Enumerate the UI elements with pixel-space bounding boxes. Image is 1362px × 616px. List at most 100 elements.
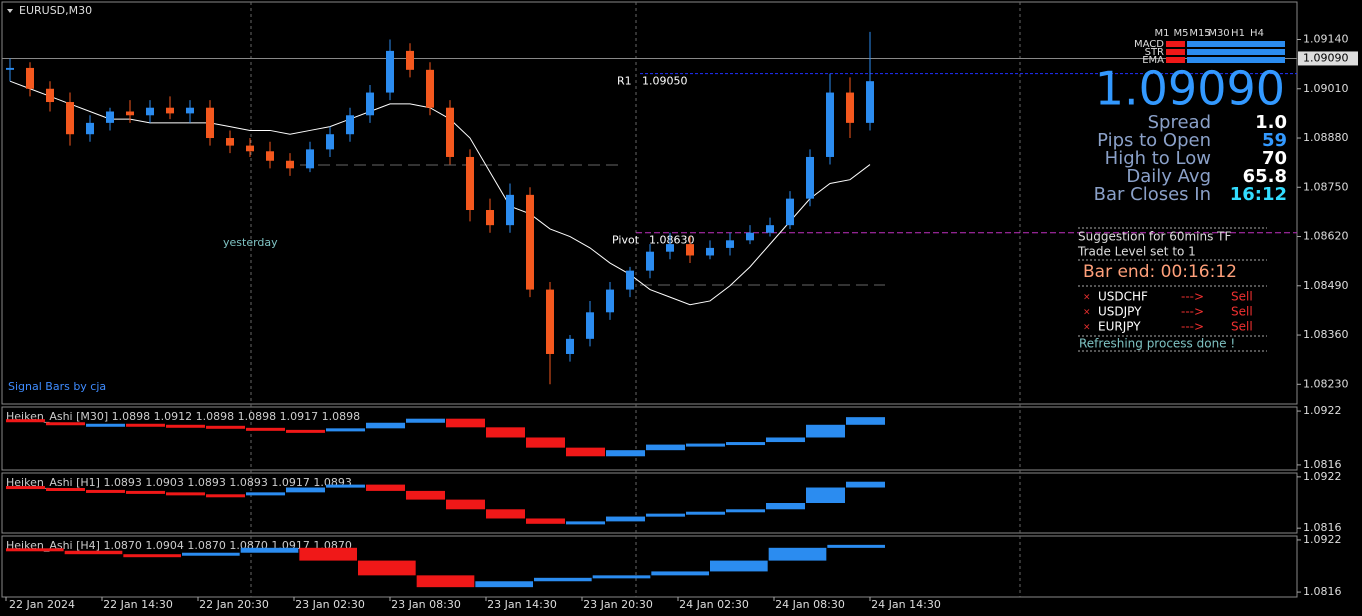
- x-tick-label: 23 Jan 08:30: [391, 598, 461, 611]
- candle-body: [766, 225, 774, 233]
- candle-body: [6, 67, 14, 70]
- candle-body: [566, 338, 574, 354]
- ha-block: [846, 481, 885, 488]
- candle-body: [626, 270, 634, 290]
- candle-body: [206, 107, 214, 139]
- candle-body: [666, 244, 674, 252]
- ha-block: [326, 484, 365, 488]
- ha-block: [206, 494, 245, 498]
- suggestion: Suggestion for 60mins TF: [1078, 230, 1232, 244]
- ha-block: [86, 489, 125, 493]
- candle-body: [806, 156, 814, 199]
- ha-block: [592, 575, 651, 579]
- stat-label: Daily Avg: [1126, 166, 1211, 187]
- candle-body: [706, 247, 714, 256]
- ha-block: [366, 422, 405, 429]
- stat-value: 65.8: [1243, 166, 1287, 187]
- stat-value: 1.0: [1255, 112, 1287, 133]
- ha-block: [446, 499, 485, 510]
- ha-block: [846, 417, 885, 425]
- ha-block: [806, 487, 845, 503]
- big-price: 1.09090: [1095, 62, 1285, 116]
- ha-block: [446, 418, 485, 428]
- y-tick-label: 1.0816: [1303, 458, 1342, 471]
- ha-block: [566, 447, 605, 457]
- timeframe: M15: [1189, 28, 1210, 39]
- x-tick-label: 23 Jan 02:30: [295, 598, 365, 611]
- ha-block: [526, 437, 565, 448]
- ha-block: [86, 423, 125, 427]
- panel-frame: [1, 472, 1298, 534]
- signal-blue: [1187, 49, 1285, 55]
- stat-label: Bar Closes In: [1094, 184, 1211, 205]
- ha-block: [526, 518, 565, 524]
- candle-body: [66, 102, 74, 135]
- annotation: Signal Bars by cja: [8, 380, 106, 393]
- candle-body: [106, 111, 114, 123]
- ha-block: [64, 550, 123, 555]
- candle-body: [46, 88, 54, 103]
- indicator-name: STR: [1145, 47, 1164, 58]
- candle-body: [426, 69, 434, 108]
- ha-block: [123, 554, 181, 558]
- ha-block: [6, 486, 45, 490]
- y-tick-label: 1.09140: [1303, 33, 1349, 46]
- price-tag-label: 1.09090: [1303, 51, 1349, 64]
- candle-body: [166, 107, 174, 114]
- menu-arrow[interactable]: [7, 9, 13, 13]
- ha-block: [206, 425, 245, 429]
- ha-block: [358, 560, 416, 576]
- signal-mark: ×: [1083, 323, 1091, 333]
- ha-block: [126, 423, 165, 427]
- r1-label: 1.09050: [642, 75, 688, 88]
- candle-body: [586, 312, 594, 339]
- candle-body: [126, 111, 134, 116]
- ha-block: [686, 443, 725, 447]
- ha-block: [326, 428, 365, 432]
- ha-block: [46, 488, 85, 491]
- ha-block: [606, 450, 645, 457]
- ha-block: [286, 429, 325, 433]
- candle-body: [306, 149, 314, 169]
- candle-body: [146, 107, 154, 116]
- candle-body: [246, 145, 254, 152]
- ha-block: [651, 571, 709, 576]
- moving-average: [9, 80, 871, 306]
- ha-block: [6, 419, 45, 423]
- y-tick-label: 1.08880: [1303, 131, 1349, 144]
- y-tick-label: 1.0816: [1303, 585, 1342, 598]
- ha-block: [299, 547, 357, 561]
- ha-block: [486, 427, 525, 438]
- candle-body: [446, 107, 454, 157]
- timeframe: H1: [1231, 28, 1245, 39]
- ha-block: [766, 437, 805, 443]
- ha-block: [646, 513, 685, 517]
- panel-title: Heiken_Ashi [H1] 1.0893 1.0903 1.0893 1.…: [6, 476, 352, 489]
- signal-red: [1166, 57, 1185, 63]
- ha-block: [766, 503, 805, 510]
- x-tick-label: 24 Jan 08:30: [775, 598, 845, 611]
- timeframe: M1: [1155, 28, 1170, 39]
- signal-action: Sell: [1231, 320, 1253, 334]
- symbol-title: EURUSD,M30: [19, 4, 92, 17]
- y-tick-label: 1.0922: [1303, 404, 1342, 417]
- pivot-label: 1.08630: [649, 234, 695, 247]
- candle-body: [266, 151, 274, 161]
- ha-block: [416, 575, 475, 588]
- stat-label: Pips to Open: [1097, 130, 1211, 151]
- ha-block: [606, 516, 645, 522]
- candle-body: [546, 289, 554, 354]
- candle-body: [186, 107, 194, 114]
- candle-body: [366, 92, 374, 116]
- signal-action: Sell: [1231, 290, 1253, 304]
- candle-body: [726, 240, 734, 248]
- x-tick-label: 22 Jan 2024: [9, 598, 75, 611]
- annotation: yesterday: [223, 236, 278, 249]
- y-tick-label: 1.08230: [1303, 377, 1349, 390]
- stat-label: Spread: [1148, 112, 1211, 133]
- signal-mark: ×: [1083, 308, 1091, 318]
- timeframe: M5: [1174, 28, 1189, 39]
- y-tick-label: 1.08750: [1303, 180, 1349, 193]
